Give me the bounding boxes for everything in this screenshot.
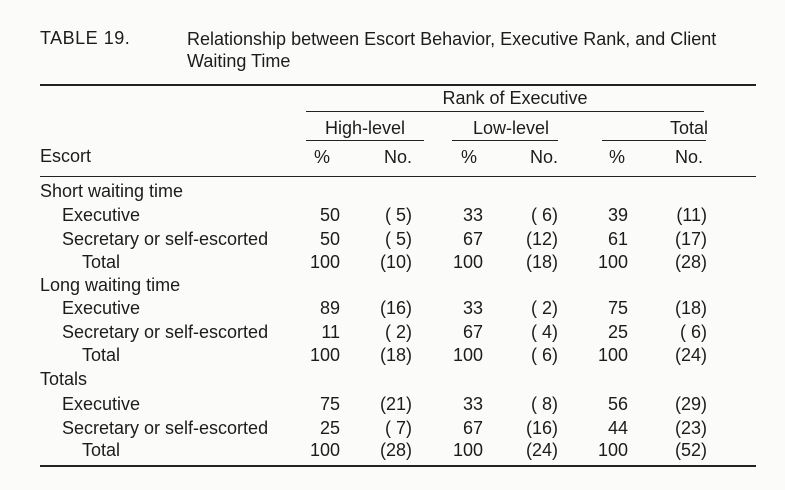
- row-label: Total: [82, 440, 121, 460]
- cell-total-pct: 100: [597, 252, 628, 272]
- cell-low-pct: 100: [452, 252, 483, 272]
- table-row: Executive 89 (16) 33 ( 2) 75 (18): [0, 298, 785, 320]
- cell-low-pct: 67: [462, 418, 483, 438]
- table-row: Executive 75 (21) 33 ( 8) 56 (29): [0, 394, 785, 416]
- table-row: Total 100 (28) 100 (24) 100 (52): [0, 440, 785, 462]
- table-number: TABLE 19.: [40, 28, 131, 48]
- cell-low-no: (24): [525, 440, 558, 460]
- cell-high-pct: 100: [309, 440, 340, 460]
- cell-total-no: (11): [676, 205, 707, 225]
- col-header-pct: %: [314, 147, 331, 167]
- section-row: Short waiting time: [0, 181, 785, 203]
- cell-low-pct: 67: [462, 229, 483, 249]
- row-label: Secretary or self-escorted: [62, 418, 269, 438]
- cell-high-pct: 89: [319, 298, 340, 318]
- row-label: Executive: [62, 205, 141, 225]
- stub-header: Escort: [40, 146, 92, 166]
- cell-high-pct: 100: [309, 252, 340, 272]
- cell-total-pct: 25: [607, 322, 628, 342]
- cell-high-no: ( 2): [385, 322, 412, 342]
- cell-total-pct: 56: [607, 394, 628, 414]
- cell-high-no: (28): [379, 440, 412, 460]
- table-row: Secretary or self-escorted 25 ( 7) 67 (1…: [0, 418, 785, 440]
- cell-high-no: (10): [379, 252, 412, 272]
- cell-low-no: ( 6): [531, 345, 558, 365]
- cell-high-pct: 25: [319, 418, 340, 438]
- cell-total-no: (17): [674, 229, 707, 249]
- table-row: Total 100 (10) 100 (18) 100 (28): [0, 252, 785, 274]
- cell-total-no: (28): [674, 252, 707, 272]
- cell-low-pct: 33: [462, 394, 483, 414]
- group-rule-total: [602, 140, 706, 141]
- cell-low-no: (16): [525, 418, 558, 438]
- cell-low-pct: 100: [452, 440, 483, 460]
- cell-low-no: (18): [525, 252, 558, 272]
- table-title: Relationship between Escort Behavior, Ex…: [187, 29, 717, 71]
- cell-low-pct: 33: [462, 205, 483, 225]
- spanner-header: Rank of Executive: [442, 88, 588, 108]
- row-label: Secretary or self-escorted: [62, 229, 269, 249]
- cell-high-pct: 75: [319, 394, 340, 414]
- cell-total-no: ( 6): [680, 322, 707, 342]
- group-header-low: Low-level: [472, 118, 550, 138]
- section-label: Totals: [40, 369, 88, 389]
- row-label: Secretary or self-escorted: [62, 322, 269, 342]
- section-label: Long waiting time: [40, 275, 181, 295]
- cell-high-no: (16): [379, 298, 412, 318]
- cell-total-pct: 44: [607, 418, 628, 438]
- cell-total-pct: 39: [607, 205, 628, 225]
- row-label: Total: [82, 345, 121, 365]
- cell-low-no: (12): [525, 229, 558, 249]
- row-label: Total: [82, 252, 121, 272]
- cell-high-no: (21): [379, 394, 412, 414]
- cell-total-no: (23): [674, 418, 707, 438]
- table-row: Executive 50 ( 5) 33 ( 6) 39 (11): [0, 205, 785, 227]
- cell-high-pct: 11: [321, 322, 340, 342]
- cell-high-pct: 50: [319, 205, 340, 225]
- col-header-pct: %: [461, 147, 478, 167]
- cell-low-pct: 100: [452, 345, 483, 365]
- col-header-pct: %: [609, 147, 626, 167]
- table-row: Secretary or self-escorted 50 ( 5) 67 (1…: [0, 229, 785, 251]
- section-row: Totals: [0, 369, 785, 391]
- section-row: Long waiting time: [0, 275, 785, 297]
- bottom-rule: [40, 465, 756, 467]
- cell-high-no: ( 5): [385, 205, 412, 225]
- cell-low-no: ( 8): [531, 394, 558, 414]
- cell-total-pct: 61: [607, 229, 628, 249]
- cell-high-no: ( 7): [385, 418, 412, 438]
- group-rule-low: [452, 140, 558, 141]
- cell-high-no: (18): [379, 345, 412, 365]
- cell-total-no: (29): [674, 394, 707, 414]
- col-header-no: No.: [530, 147, 559, 167]
- cell-total-no: (52): [674, 440, 707, 460]
- cell-low-no: ( 4): [531, 322, 558, 342]
- cell-total-no: (24): [674, 345, 707, 365]
- col-header-no: No.: [384, 147, 413, 167]
- cell-total-pct: 100: [597, 440, 628, 460]
- cell-low-no: ( 2): [531, 298, 558, 318]
- group-rule-high: [306, 140, 424, 141]
- table-row: Secretary or self-escorted 11 ( 2) 67 ( …: [0, 322, 785, 344]
- group-header-total: Total: [669, 118, 708, 138]
- top-rule: [40, 84, 756, 86]
- section-label: Short waiting time: [40, 181, 184, 201]
- group-header-high: High-level: [324, 118, 406, 138]
- cell-low-pct: 33: [462, 298, 483, 318]
- header-rule: [40, 176, 756, 177]
- cell-high-pct: 100: [309, 345, 340, 365]
- row-label: Executive: [62, 394, 141, 414]
- row-label: Executive: [62, 298, 141, 318]
- cell-low-no: ( 6): [531, 205, 558, 225]
- cell-total-pct: 75: [607, 298, 628, 318]
- col-header-no: No.: [675, 147, 704, 167]
- cell-high-pct: 50: [319, 229, 340, 249]
- cell-low-pct: 67: [462, 322, 483, 342]
- cell-high-no: ( 5): [385, 229, 412, 249]
- cell-total-no: (18): [674, 298, 707, 318]
- cell-total-pct: 100: [597, 345, 628, 365]
- spanner-rule: [306, 111, 704, 112]
- table-row: Total 100 (18) 100 ( 6) 100 (24): [0, 345, 785, 367]
